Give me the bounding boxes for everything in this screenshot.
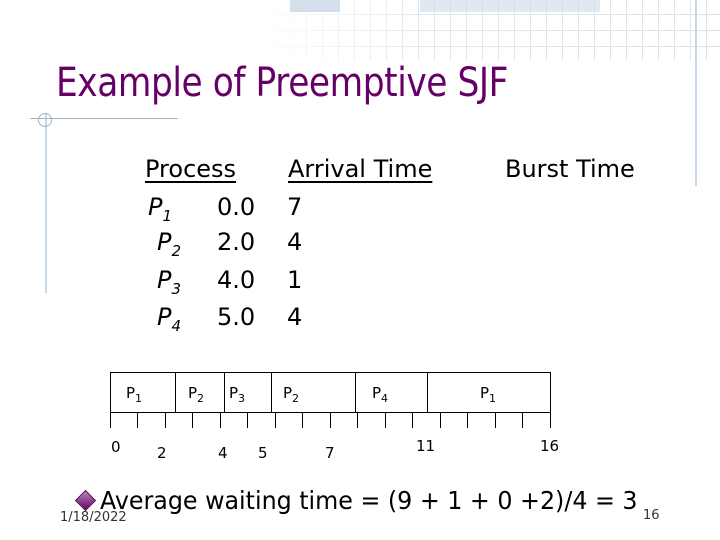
column-header-process: Process [145, 155, 237, 183]
gantt-time-label: 2 [157, 444, 167, 462]
process-cell: P4 [157, 303, 182, 335]
gantt-chart-frame [110, 372, 551, 413]
footer-date: 1/18/2022 [60, 510, 127, 525]
gantt-time-label: 11 [416, 437, 436, 455]
burst-time-cell: 4 [287, 228, 303, 256]
decorative-block [290, 0, 340, 12]
arrival-time-cell: 0.0 [217, 193, 256, 221]
process-cell: P1 [148, 193, 173, 225]
slide-title: Example of Preemptive SJF [56, 60, 508, 106]
burst-time-cell: 4 [287, 303, 303, 331]
footer-page-number: 16 [643, 508, 660, 523]
gantt-segment-label: P1 [126, 384, 143, 405]
gantt-divider [224, 372, 225, 413]
arrival-time-cell: 2.0 [217, 228, 256, 256]
gantt-divider [355, 372, 356, 413]
crosshair-ring-icon [38, 113, 52, 127]
arrival-time-cell: 4.0 [217, 266, 256, 294]
gantt-divider [175, 372, 176, 413]
average-waiting-time-text: Average waiting time = (9 + 1 + 0 +2)/4 … [100, 486, 638, 515]
title-underline-rule [30, 118, 178, 119]
decorative-block [420, 0, 600, 12]
gantt-segment-label: P4 [372, 384, 389, 405]
gantt-tick-ruler [110, 413, 551, 428]
gantt-segment-label: P1 [480, 384, 497, 405]
decorative-vertical-line [695, 0, 697, 186]
column-header-burst-time: Burst Time [505, 155, 635, 183]
process-cell: P3 [157, 266, 182, 298]
gantt-segment-label: P2 [188, 384, 205, 405]
arrival-time-cell: 5.0 [217, 303, 256, 331]
gantt-time-label: 5 [258, 444, 268, 462]
burst-time-cell: 1 [287, 266, 303, 294]
gantt-time-label: 0 [111, 438, 121, 456]
gantt-segment-label: P2 [283, 384, 300, 405]
gantt-time-label: 4 [218, 444, 228, 462]
decorative-vertical-line [45, 113, 47, 293]
gantt-segment-label: P3 [229, 384, 246, 405]
gantt-time-label: 7 [325, 444, 335, 462]
process-cell: P2 [157, 228, 182, 260]
gantt-divider [271, 372, 272, 413]
column-header-arrival-time: Arrival Time [288, 155, 433, 183]
gantt-divider [427, 372, 428, 413]
diamond-bullet-icon [74, 489, 97, 512]
gantt-time-label: 16 [540, 437, 560, 455]
burst-time-cell: 7 [287, 193, 303, 221]
